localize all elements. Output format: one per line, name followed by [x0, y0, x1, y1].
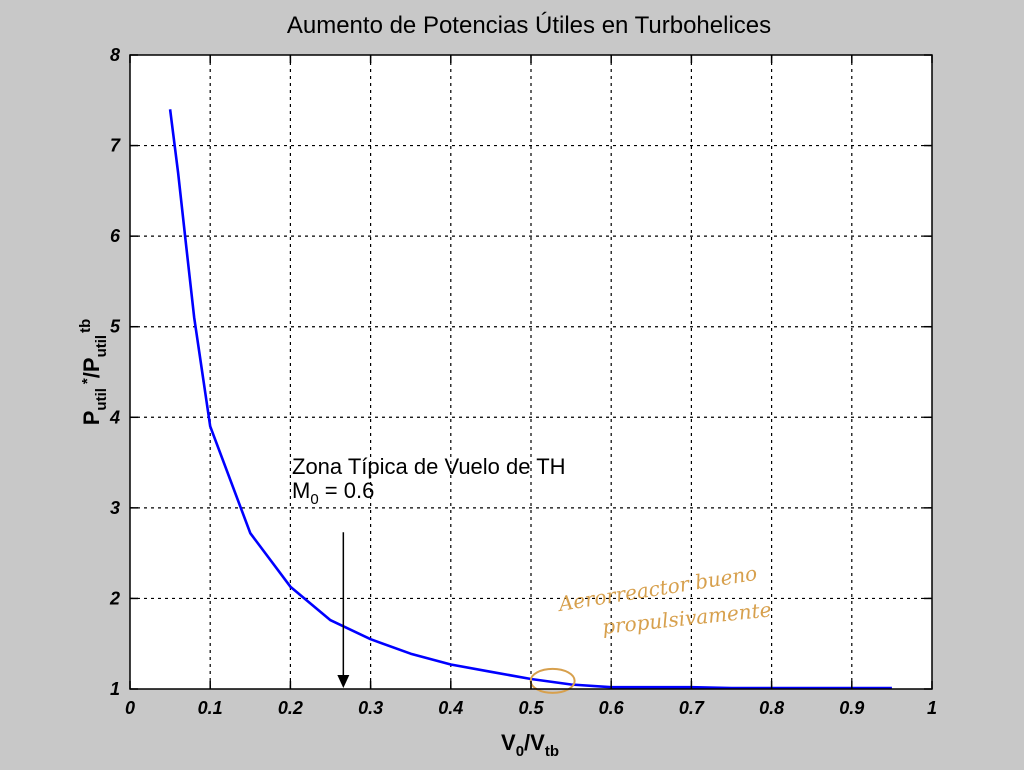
annotation-line2: M0 = 0.6 — [292, 478, 374, 508]
annotation-line1: Zona Típica de Vuelo de TH — [292, 454, 566, 479]
x-tick-label: 0.9 — [839, 698, 864, 718]
x-tick-label: 0.2 — [278, 698, 303, 718]
x-tick-labels: 0 0.1 0.2 0.3 0.4 0.5 0.6 0.7 0.8 0.9 1 — [125, 698, 937, 718]
y-tick-label: 5 — [110, 317, 121, 337]
x-tick-label: 0.6 — [599, 698, 625, 718]
x-tick-label: 0 — [125, 698, 135, 718]
x-tick-label: 0.5 — [518, 698, 544, 718]
y-tick-label: 3 — [110, 498, 120, 518]
y-tick-label: 4 — [109, 407, 120, 427]
handwritten-circle — [529, 667, 576, 694]
chart-title: Aumento de Potencias Útiles en Turboheli… — [287, 12, 771, 39]
series-layer — [168, 109, 892, 690]
grid-lines — [130, 55, 932, 689]
x-tick-label: 0.7 — [679, 698, 705, 718]
x-tick-label: 0.1 — [198, 698, 223, 718]
y-tick-label: 1 — [110, 679, 120, 699]
y-tick-label: 6 — [110, 226, 121, 246]
y-tick-labels: 1 2 3 4 5 6 7 8 — [109, 45, 121, 699]
x-axis-label: V0/Vtb — [501, 730, 559, 760]
annotation-arrow-head — [337, 675, 350, 688]
x-tick-label: 1 — [927, 698, 937, 718]
x-tick-label: 0.4 — [438, 698, 463, 718]
ticks-layer — [129, 54, 933, 690]
y-tick-label: 7 — [110, 136, 121, 156]
series-line — [168, 109, 892, 690]
y-tick-label: 8 — [110, 45, 120, 65]
y-tick-label: 2 — [109, 588, 120, 608]
y-axis-label: Putil*/Putiltb — [77, 319, 110, 426]
x-tick-label: 0.3 — [358, 698, 383, 718]
x-tick-label: 0.8 — [759, 698, 784, 718]
